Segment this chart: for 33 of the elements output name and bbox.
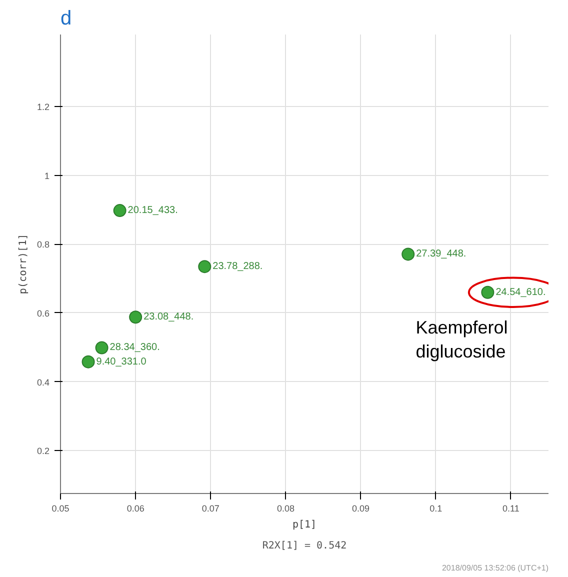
y-tick-label: 1.2 [36, 102, 50, 112]
point [198, 260, 212, 274]
point [82, 355, 95, 368]
text: 2018/09/05 13:52:06 (UTC+1) [442, 564, 549, 572]
annotation: 28.34_360. [110, 342, 160, 354]
x-axis-title: p[1] [292, 520, 317, 530]
annotation: 27.39_448. [416, 248, 466, 260]
x-tick-label: 0.05 [52, 504, 70, 514]
x-tick-label: 0.07 [202, 504, 220, 514]
point [95, 341, 108, 354]
point [402, 248, 415, 261]
x-tick-label: 0.06 [126, 504, 144, 514]
x-tick-label: 0.09 [352, 504, 370, 514]
text: R2X[1] = 0.542 [262, 540, 347, 552]
annotation: 23.08_448. [144, 312, 194, 323]
annotation: 24.54_610. [496, 286, 546, 298]
annotation: 9.40_331.0 [96, 356, 147, 368]
point [481, 286, 494, 299]
x-tick-label: 0.08 [276, 504, 295, 514]
y-tick-label: 1 [44, 170, 50, 181]
x-tick-label: 0.1 [430, 504, 442, 514]
y-axis-title: p(corr)[1] [18, 234, 29, 294]
point [129, 310, 142, 324]
y-tick-label: 0.4 [36, 377, 50, 388]
point [113, 204, 126, 218]
annotation: 20.15_433. [128, 205, 178, 216]
y-tick-label: 0.2 [36, 446, 50, 456]
x-tick-label: 0.11 [502, 504, 520, 514]
annotation: 23.78_288. [212, 261, 263, 272]
y-tick-label: 0.6 [36, 308, 50, 318]
y-tick-label: 0.8 [36, 240, 50, 250]
chart-title: d [60, 8, 72, 30]
annotation: Kaempferol diglucoside [416, 317, 508, 362]
